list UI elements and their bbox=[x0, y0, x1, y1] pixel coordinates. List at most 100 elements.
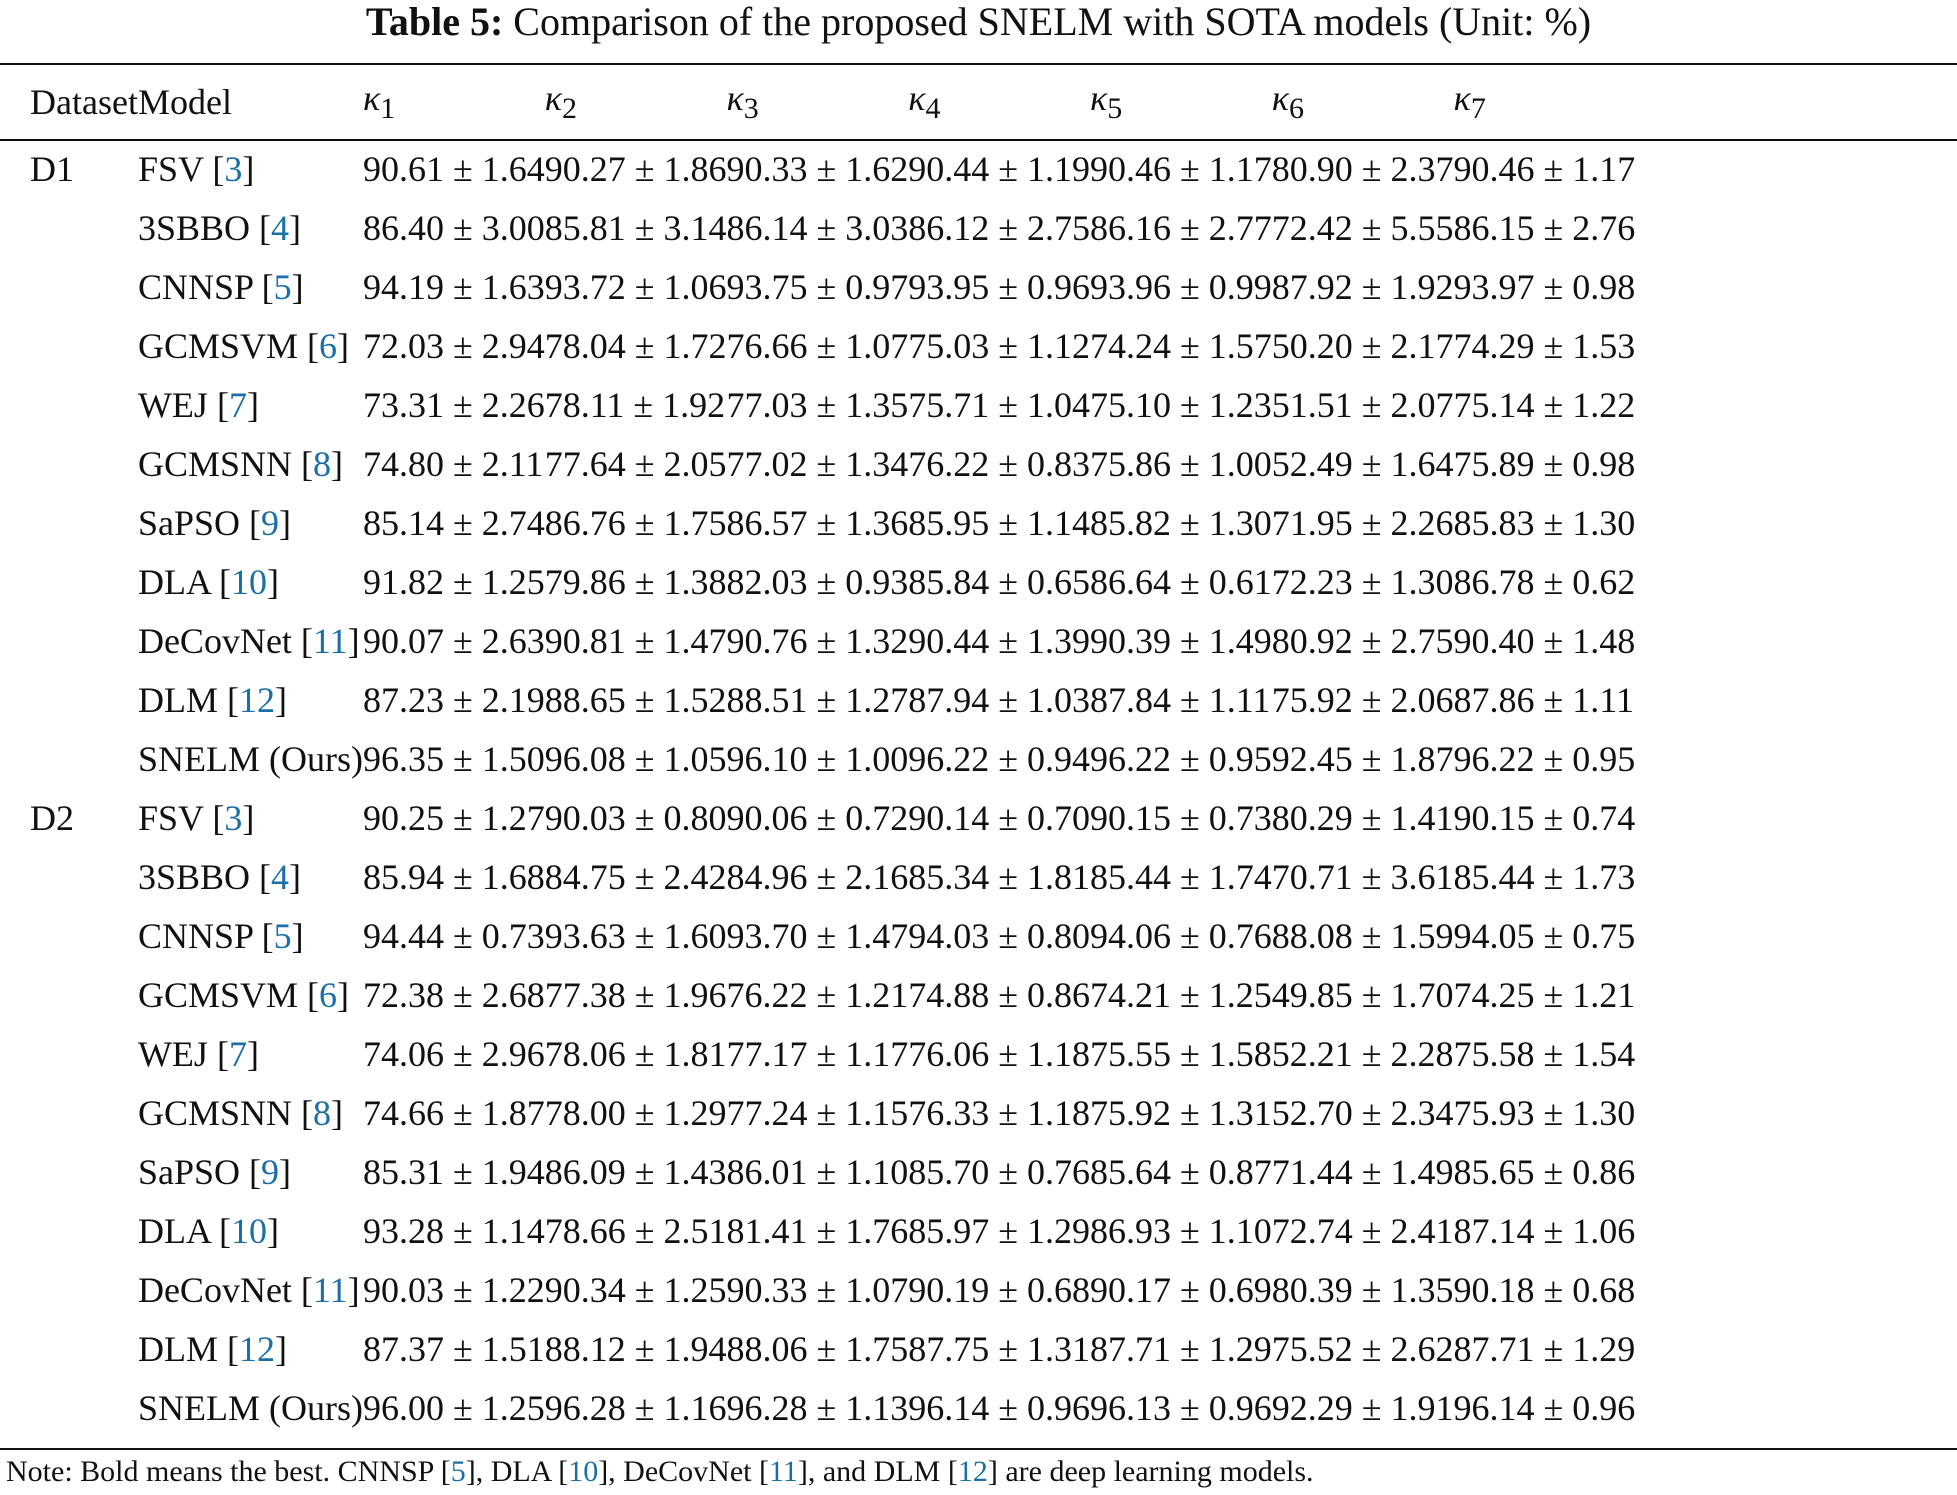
kappa-symbol: κ bbox=[726, 78, 744, 119]
note-text: ] are deep learning models. bbox=[987, 1455, 1314, 1488]
header-kappa-7: κ7 bbox=[1454, 65, 1636, 139]
citation-link[interactable]: 8 bbox=[313, 1092, 331, 1133]
value-cell-kappa-5: 96.22 ± 0.95 bbox=[1090, 738, 1272, 779]
value-cell-kappa-2: 90.27 ± 1.86 bbox=[544, 148, 727, 189]
table-row: DLM [12] 87.23 ± 2.19 88.65 ± 1.52 88.51 ± … bbox=[0, 670, 1635, 729]
model-cell: DLA [10] bbox=[137, 561, 279, 602]
citation-link[interactable]: 7 bbox=[228, 384, 247, 425]
value-cell-kappa-4: 76.06 ± 1.18 bbox=[908, 1033, 1090, 1074]
citation-link[interactable]: 9 bbox=[261, 502, 279, 543]
model-name: DLM bbox=[137, 1328, 218, 1369]
table-row: WEJ [7] 73.31 ± 2.26 78.11 ± 1.92 77.03 ± 1… bbox=[0, 375, 1635, 434]
citation-link[interactable]: 10 bbox=[230, 1210, 267, 1251]
value-cell-kappa-1: 96.00 ± 1.25 bbox=[362, 1387, 545, 1428]
value-cell-kappa-2: 86.09 ± 1.43 bbox=[544, 1151, 727, 1192]
kappa-subscript: 7 bbox=[1470, 92, 1486, 126]
citation-link[interactable]: 12 bbox=[238, 679, 275, 720]
citation-link[interactable]: 3 bbox=[224, 797, 243, 838]
dataset-cell: D1 bbox=[30, 148, 74, 189]
kappa-symbol: κ bbox=[1090, 78, 1108, 119]
citation-link[interactable]: 7 bbox=[228, 1033, 247, 1074]
note-ref-link[interactable]: 10 bbox=[568, 1455, 599, 1488]
citation-link[interactable]: 11 bbox=[312, 620, 348, 661]
value-cell-kappa-7: 74.25 ± 1.21 bbox=[1453, 974, 1636, 1015]
citation-link[interactable]: 3 bbox=[224, 148, 243, 189]
model-cell: GCMSVM [6] bbox=[137, 974, 350, 1015]
table-note: Note: Bold means the best. CNNSP [5], DL… bbox=[0, 1454, 1314, 1490]
model-name: WEJ bbox=[137, 1033, 208, 1074]
model-name: FSV bbox=[137, 148, 204, 189]
top-rule bbox=[0, 63, 1957, 65]
kappa-subscript: 5 bbox=[1107, 92, 1123, 126]
value-cell-kappa-3: 93.75 ± 0.97 bbox=[726, 266, 909, 307]
header-kappa-3: κ3 bbox=[726, 65, 908, 139]
citation-link[interactable]: 6 bbox=[319, 325, 338, 366]
value-cell-kappa-7: 90.40 ± 1.48 bbox=[1453, 620, 1636, 661]
value-cell-kappa-3: 77.17 ± 1.17 bbox=[726, 1033, 909, 1074]
table-row: DLA [10] 91.82 ± 1.25 79.86 ± 1.38 82.03 ± … bbox=[0, 552, 1635, 611]
kappa-symbol: κ bbox=[1271, 78, 1290, 119]
dataset-cell bbox=[0, 1319, 138, 1378]
model-cell: FSV [3] bbox=[137, 148, 255, 189]
citation-link[interactable]: 4 bbox=[271, 207, 289, 248]
value-cell-kappa-2: 78.11 ± 1.92 bbox=[544, 384, 726, 425]
table-row: 3SBBO [4] 86.40 ± 3.00 85.81 ± 3.14 86.14 ±… bbox=[0, 198, 1635, 257]
table-row: D2 FSV [3] 90.25 ± 1.27 90.03 ± 0.80 90.06 ±… bbox=[0, 788, 1635, 847]
citation-link[interactable]: 12 bbox=[238, 1328, 275, 1369]
value-cell-kappa-5: 85.64 ± 0.87 bbox=[1090, 1151, 1272, 1192]
value-cell-kappa-3: 86.14 ± 3.03 bbox=[726, 207, 909, 248]
value-cell-kappa-1: 85.31 ± 1.94 bbox=[362, 1151, 545, 1192]
value-cell-kappa-4: 86.12 ± 2.75 bbox=[908, 207, 1090, 248]
value-cell-kappa-3: 93.70 ± 1.47 bbox=[726, 915, 909, 956]
model-name: WEJ bbox=[137, 384, 208, 425]
citation-link[interactable]: 9 bbox=[261, 1151, 279, 1192]
citation-link[interactable]: 5 bbox=[273, 915, 292, 956]
value-cell-kappa-5: 86.16 ± 2.77 bbox=[1090, 207, 1272, 248]
value-cell-kappa-6: 92.29 ± 1.91 bbox=[1271, 1387, 1454, 1428]
dataset-cell bbox=[0, 434, 138, 493]
value-cell-kappa-4: 90.44 ± 1.19 bbox=[908, 148, 1090, 189]
model-cell: DeCovNet [11] bbox=[137, 1269, 360, 1310]
model-name: CNNSP bbox=[137, 266, 253, 307]
value-cell-kappa-3: 86.01 ± 1.10 bbox=[726, 1151, 909, 1192]
value-cell-kappa-5: 90.15 ± 0.73 bbox=[1090, 797, 1272, 838]
note-ref-link[interactable]: 11 bbox=[768, 1455, 798, 1488]
table-row: DeCovNet [11] 90.03 ± 1.22 90.34 ± 1.25 90.… bbox=[0, 1260, 1635, 1319]
citation-link[interactable]: 11 bbox=[312, 1269, 348, 1310]
model-name: DLM bbox=[137, 679, 218, 720]
value-cell-kappa-7: 87.14 ± 1.06 bbox=[1453, 1210, 1636, 1251]
results-table: Dataset Model κ1 κ2 κ3 κ4 κ5 κ6 κ7 D1 FSV [3] 90… bbox=[0, 65, 1635, 1437]
citation-link[interactable]: 6 bbox=[319, 974, 338, 1015]
value-cell-kappa-4: 94.03 ± 0.80 bbox=[908, 915, 1090, 956]
model-cell: GCMSNN [8] bbox=[137, 1092, 343, 1133]
value-cell-kappa-7: 75.58 ± 1.54 bbox=[1453, 1033, 1636, 1074]
value-cell-kappa-4: 85.34 ± 1.81 bbox=[908, 856, 1090, 897]
note-ref-link[interactable]: 12 bbox=[957, 1455, 988, 1488]
citation-link[interactable]: 8 bbox=[313, 443, 331, 484]
value-cell-kappa-4: 87.94 ± 1.03 bbox=[908, 679, 1090, 720]
value-cell-kappa-1: 72.38 ± 2.68 bbox=[362, 974, 545, 1015]
table-row: DeCovNet [11] 90.07 ± 2.63 90.81 ± 1.47 90.… bbox=[0, 611, 1635, 670]
value-cell-kappa-7: 75.93 ± 1.30 bbox=[1453, 1092, 1636, 1133]
citation-link[interactable]: 5 bbox=[273, 266, 292, 307]
table-row-best: SNELM (Ours) 96.00 ± 1.25 96.28 ± 1.16 96.2… bbox=[0, 1378, 1635, 1437]
value-cell-kappa-6: 92.45 ± 1.87 bbox=[1271, 738, 1454, 779]
citation-link[interactable]: 10 bbox=[230, 561, 267, 602]
value-cell-kappa-4: 75.03 ± 1.12 bbox=[908, 325, 1090, 366]
value-cell-kappa-5: 86.64 ± 0.61 bbox=[1090, 561, 1272, 602]
model-name: 3SBBO bbox=[137, 856, 250, 897]
value-cell-kappa-7: 94.05 ± 0.75 bbox=[1453, 915, 1636, 956]
value-cell-kappa-6: 50.20 ± 2.17 bbox=[1271, 325, 1454, 366]
note-text: ], DeCovNet [ bbox=[598, 1455, 769, 1488]
note-ref-link[interactable]: 5 bbox=[450, 1455, 466, 1488]
citation-link[interactable]: 4 bbox=[271, 856, 289, 897]
value-cell-kappa-1: 90.61 ± 1.64 bbox=[362, 148, 545, 189]
value-cell-kappa-5: 75.86 ± 1.00 bbox=[1090, 443, 1272, 484]
model-name: SaPSO bbox=[137, 502, 240, 543]
model-cell: DLA [10] bbox=[137, 1210, 279, 1251]
dataset-cell bbox=[0, 965, 138, 1024]
dataset-cell bbox=[0, 1024, 138, 1083]
value-cell-kappa-3: 76.66 ± 1.07 bbox=[726, 325, 909, 366]
note-text: ], DLA [ bbox=[465, 1455, 569, 1488]
